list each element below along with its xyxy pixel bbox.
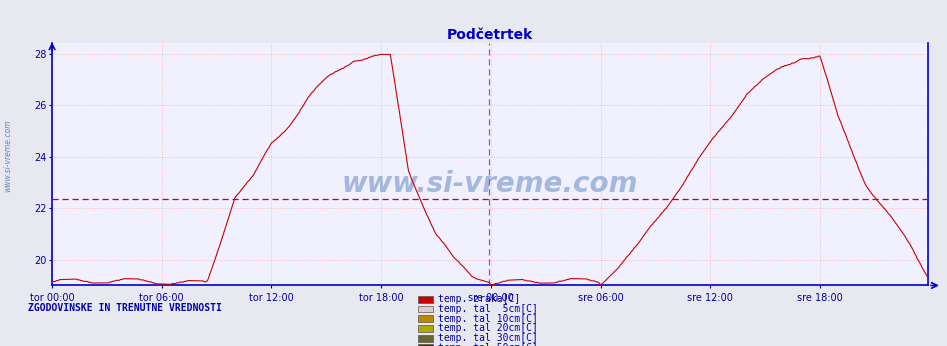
Text: www.si-vreme.com: www.si-vreme.com xyxy=(3,119,12,192)
Text: ZGODOVINSKE IN TRENUTNE VREDNOSTI: ZGODOVINSKE IN TRENUTNE VREDNOSTI xyxy=(28,303,223,313)
Text: temp. tal 20cm[C]: temp. tal 20cm[C] xyxy=(438,324,538,333)
Text: www.si-vreme.com: www.si-vreme.com xyxy=(342,170,638,198)
Title: Podčetrtek: Podčetrtek xyxy=(447,28,533,42)
Text: temp. tal 50cm[C]: temp. tal 50cm[C] xyxy=(438,343,538,346)
Text: temp. zraka[C]: temp. zraka[C] xyxy=(438,294,521,304)
Text: temp. tal  5cm[C]: temp. tal 5cm[C] xyxy=(438,304,538,314)
Text: temp. tal 30cm[C]: temp. tal 30cm[C] xyxy=(438,333,538,343)
Text: temp. tal 10cm[C]: temp. tal 10cm[C] xyxy=(438,314,538,324)
